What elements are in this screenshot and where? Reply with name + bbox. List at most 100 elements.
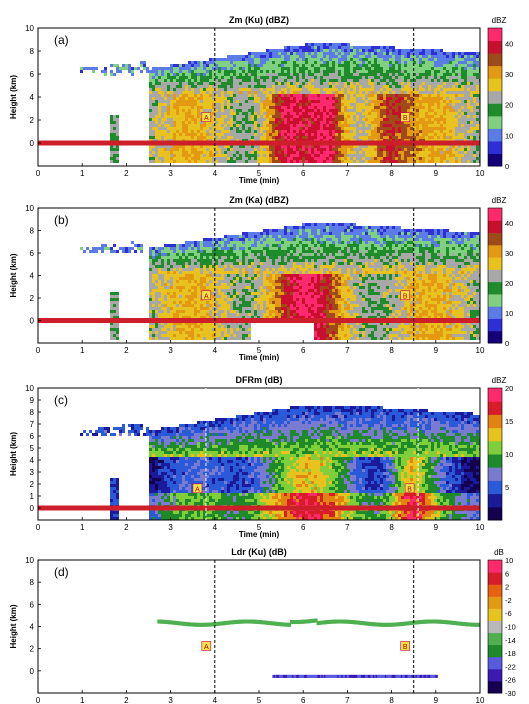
marker-box-b xyxy=(404,483,415,494)
y-axis-label: Height (km) xyxy=(9,604,18,648)
panel-label: (c) xyxy=(54,393,68,407)
y-tick-label: 8 xyxy=(30,578,35,587)
y-axis-label: Height (km) xyxy=(9,432,18,476)
x-tick-label: 8 xyxy=(389,523,394,532)
colorbar: dBZ 0 10 20 30 40 xyxy=(487,16,513,171)
colorbar-tick-label: 20 xyxy=(505,384,513,393)
colorbar-tick-label: 0 xyxy=(505,339,509,348)
y-tick-label: 0 xyxy=(30,317,35,326)
surface-echo-line xyxy=(38,140,480,146)
x-tick-label: 4 xyxy=(213,346,218,355)
x-tick-label: 0 xyxy=(36,346,41,355)
y-tick-label: 4 xyxy=(30,456,35,465)
y-tick-label: 6 xyxy=(30,70,35,79)
x-tick-label: 2 xyxy=(124,346,129,355)
x-tick-label: 6 xyxy=(301,346,306,355)
x-tick-label: 10 xyxy=(476,169,485,178)
x-tick-label: 7 xyxy=(345,346,350,355)
x-axis-label: Time (min) xyxy=(239,353,280,362)
y-tick-label: 6 xyxy=(30,249,35,258)
y-tick-label: 4 xyxy=(30,272,35,281)
colorbar-tick-label: -18 xyxy=(505,649,516,658)
colorbar-tick-label: -26 xyxy=(505,676,516,685)
x-axis-label: Time (min) xyxy=(239,530,280,539)
y-tick-label: 0 xyxy=(30,667,35,676)
x-tick-label: 2 xyxy=(124,696,129,704)
x-tick-label: 10 xyxy=(476,346,485,355)
marker-box-a xyxy=(192,483,203,494)
colorbar-tick-label: -14 xyxy=(505,636,516,645)
colorbar-tick-label: -22 xyxy=(505,662,516,671)
colorbar-tick-label: -30 xyxy=(505,689,516,698)
x-tick-label: 7 xyxy=(345,169,350,178)
marker-label-a: A xyxy=(195,486,200,493)
x-tick-label: 0 xyxy=(36,523,41,532)
y-tick-label: 8 xyxy=(30,227,35,236)
y-tick-label: 0 xyxy=(30,139,35,148)
colorbar-tick-label: 40 xyxy=(505,219,513,228)
x-tick-label: 8 xyxy=(389,169,394,178)
colorbar-tick-label: 30 xyxy=(505,70,513,79)
panel-2: A B Zm (Ka) (dBZ) (b) 0 1 2 3 4 5 6 7 8 9 10 Time (min)… xyxy=(9,195,513,362)
heatmap-field xyxy=(38,208,480,343)
x-tick-label: 8 xyxy=(389,346,394,355)
heatmap-field xyxy=(38,28,480,166)
panel-label: (d) xyxy=(54,565,69,579)
colorbar-tick-label: 40 xyxy=(505,39,513,48)
x-tick-label: 3 xyxy=(168,346,173,355)
y-tick-label: 10 xyxy=(25,556,34,565)
x-tick-label: 9 xyxy=(434,696,439,704)
x-tick-label: 5 xyxy=(257,523,262,532)
y-tick-label: 2 xyxy=(30,116,35,125)
x-tick-label: 9 xyxy=(434,169,439,178)
y-tick-label: 10 xyxy=(25,384,34,393)
y-tick-label: 8 xyxy=(30,47,35,56)
x-tick-label: 3 xyxy=(168,696,173,704)
marker-box-a xyxy=(201,641,212,651)
colorbar-tick-label: 20 xyxy=(505,279,513,288)
y-tick-label: 3 xyxy=(30,468,35,477)
x-tick-label: 6 xyxy=(301,169,306,178)
panel-label: (b) xyxy=(54,213,69,227)
panel-title: Ldr (Ku) (dB) xyxy=(231,547,286,557)
x-tick-label: 1 xyxy=(80,169,85,178)
y-tick-label: 8 xyxy=(30,408,35,417)
panel-title: DFRm (dB) xyxy=(236,375,283,385)
colorbar-tick-label: -2 xyxy=(505,596,512,605)
y-tick-label: 1 xyxy=(30,492,35,501)
colorbar-tick-label: 15 xyxy=(505,417,513,426)
x-tick-label: 1 xyxy=(80,523,85,532)
x-tick-label: 1 xyxy=(80,346,85,355)
x-tick-label: 6 xyxy=(301,523,306,532)
marker-box-b xyxy=(400,290,411,301)
y-tick-label: 9 xyxy=(30,396,35,405)
marker-label-b: B xyxy=(403,644,408,651)
x-tick-label: 3 xyxy=(168,169,173,178)
surface-echo-line xyxy=(38,318,480,323)
marker-label-b: B xyxy=(407,486,412,493)
y-tick-label: 10 xyxy=(25,204,34,213)
x-tick-label: 0 xyxy=(36,169,41,178)
panel-label: (a) xyxy=(54,33,69,47)
x-tick-label: 2 xyxy=(124,523,129,532)
colorbar-tick-label: 20 xyxy=(505,101,513,110)
y-tick-label: 4 xyxy=(30,623,35,632)
y-tick-label: 10 xyxy=(25,24,34,33)
colorbar-unit: dBZ xyxy=(492,16,507,25)
x-tick-label: 4 xyxy=(213,169,218,178)
x-tick-label: 3 xyxy=(168,523,173,532)
x-tick-label: 9 xyxy=(434,523,439,532)
panel-3: A B DFRm (dB) (c) 0 1 2 3 4 5 6 7 8 9 10 Time (min) 0 1 2 3… xyxy=(9,375,513,539)
x-tick-label: 10 xyxy=(476,696,485,704)
x-tick-label: 2 xyxy=(124,169,129,178)
y-tick-label: 4 xyxy=(30,93,35,102)
marker-box-b xyxy=(400,112,411,122)
marker-box-a xyxy=(201,112,212,122)
y-tick-label: 2 xyxy=(30,294,35,303)
colorbar-tick-label: 30 xyxy=(505,249,513,258)
marker-box-a xyxy=(201,290,212,301)
panel-title: Zm (Ka) (dBZ) xyxy=(229,195,289,205)
x-tick-label: 9 xyxy=(434,346,439,355)
colorbar-tick-label: 10 xyxy=(505,131,513,140)
